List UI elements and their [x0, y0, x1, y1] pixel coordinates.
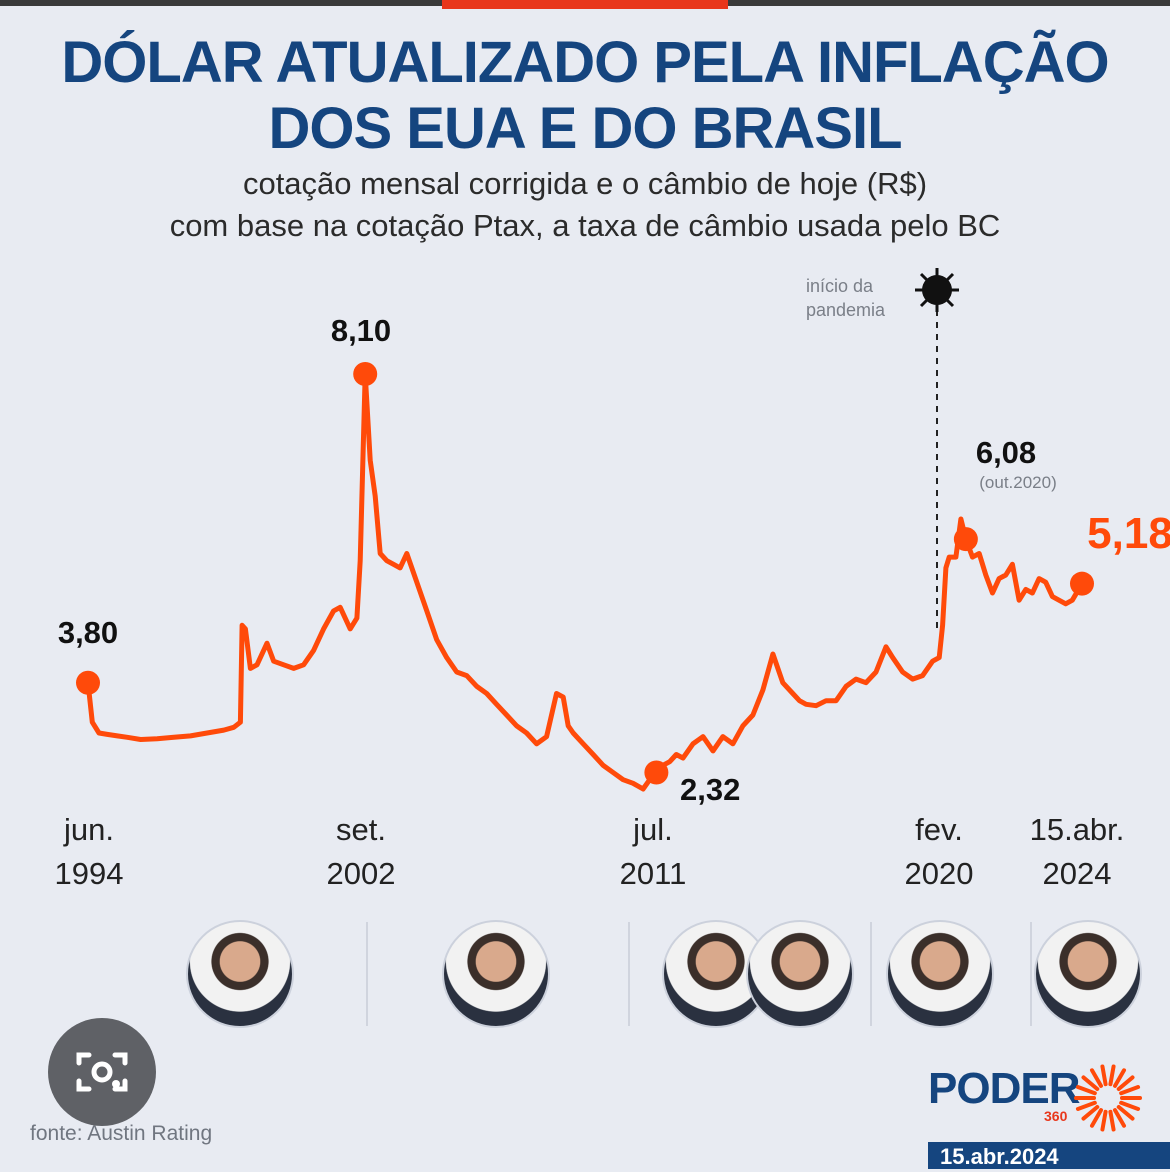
source-note: fonte: Austin Rating — [30, 1122, 213, 1145]
x-label-1994: jun. 1994 — [4, 808, 174, 896]
label-current-value: 5,18 — [1087, 509, 1170, 558]
president-photo-lula-2 — [1034, 920, 1142, 1028]
x-label-1994-year: 1994 — [54, 856, 124, 891]
lens-icon — [76, 1052, 128, 1092]
x-label-1994-month: jun. — [64, 812, 114, 847]
president-photo-bolsonaro — [886, 920, 994, 1028]
highlight-point-1 — [353, 362, 378, 386]
x-label-2024-year: 2024 — [1042, 856, 1112, 891]
highlight-point-4 — [1070, 571, 1094, 596]
poder-logo-number: 360 — [1044, 1108, 1068, 1124]
president-photo-lula-1 — [442, 920, 550, 1028]
label-pandemic-high-date: (out.2020) — [979, 473, 1057, 492]
poder-logo-text: PODER — [928, 1064, 1080, 1113]
label-peak-value: 8,10 — [331, 313, 391, 348]
title-line-2: DOS EUA E DO BRASIL — [268, 96, 902, 161]
virus-icon — [915, 268, 959, 312]
divider — [628, 922, 630, 1026]
label-low-value: 2,32 — [680, 772, 740, 807]
title-line-1: DÓLAR ATUALIZADO PELA INFLAÇÃO — [61, 30, 1109, 95]
x-label-2024-day-month: 15.abr. — [1029, 812, 1125, 847]
dollar-series-line — [85, 371, 1085, 792]
pandemic-label-line-1: início da — [806, 276, 874, 296]
x-label-2024: 15.abr. 2024 — [992, 808, 1162, 896]
pandemic-label-line-2: pandemia — [806, 300, 886, 320]
x-label-2020-month: fev. — [915, 812, 963, 847]
publication-date: 15.abr.2024 — [928, 1142, 1170, 1169]
x-label-2011-month: jul. — [633, 812, 673, 847]
label-start-value: 3,80 — [58, 615, 118, 650]
x-label-2011-year: 2011 — [619, 856, 687, 891]
highlight-point-3 — [953, 527, 978, 552]
x-label-2011: jul. 2011 — [568, 808, 738, 896]
highlight-point-0 — [76, 670, 100, 695]
top-accent-bar — [442, 0, 728, 9]
president-photo-temer — [746, 920, 854, 1028]
x-label-2002: set. 2002 — [276, 808, 446, 896]
subtitle-line-1: cotação mensal corrigida e o câmbio de h… — [242, 166, 928, 201]
divider — [1030, 922, 1032, 1026]
x-label-2020: fev. 2020 — [854, 808, 1024, 896]
image-search-lens-button[interactable] — [48, 1018, 156, 1126]
x-label-2002-month: set. — [336, 812, 386, 847]
subtitle-line-2: com base na cotação Ptax, a taxa de câmb… — [169, 208, 1001, 243]
x-label-2020-year: 2020 — [904, 856, 974, 891]
highlight-point-2 — [644, 760, 669, 785]
poder-360-sunburst-icon — [1074, 1064, 1142, 1132]
president-photo-fhc — [186, 920, 294, 1028]
label-pandemic-high-value: 6,08 — [976, 435, 1036, 470]
divider — [366, 922, 368, 1026]
x-label-2002-year: 2002 — [326, 856, 396, 891]
chart-title: DÓLAR ATUALIZADO PELA INFLAÇÃO DOS EUA E… — [0, 30, 1170, 162]
divider — [870, 922, 872, 1026]
